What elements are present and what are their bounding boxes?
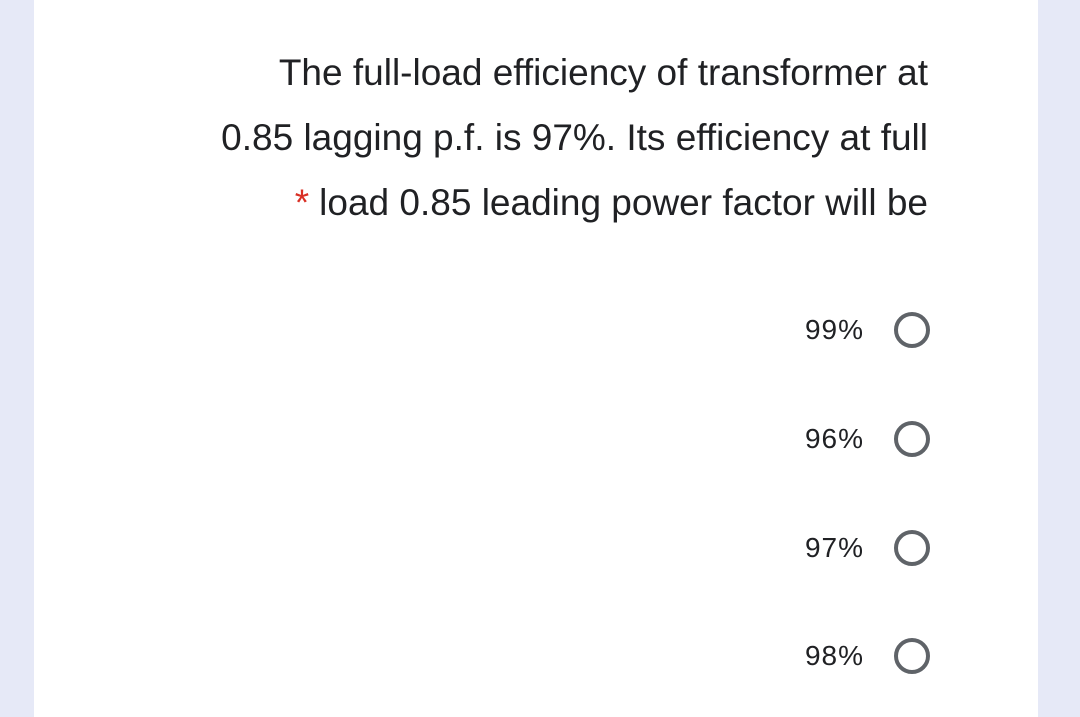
option-98-percent[interactable]: 98% [805, 634, 930, 678]
option-label: 97% [804, 532, 864, 563]
radio-unchecked-icon[interactable] [894, 638, 930, 674]
question-line-3: * load 0.85 leading power factor will be [28, 170, 928, 235]
option-96-percent[interactable]: 96% [805, 417, 930, 461]
question-line-1: The full-load efficiency of transformer … [278, 52, 928, 93]
radio-unchecked-icon[interactable] [894, 312, 930, 348]
option-label: 96% [804, 423, 864, 454]
option-label: 98% [804, 640, 864, 671]
option-label: 99% [804, 314, 864, 345]
option-97-percent[interactable]: 97% [805, 526, 930, 570]
question-text: The full-load efficiency of transformer … [28, 40, 928, 235]
question-card: The full-load efficiency of transformer … [34, 0, 1038, 717]
radio-unchecked-icon[interactable] [894, 421, 930, 457]
radio-unchecked-icon[interactable] [894, 530, 930, 566]
required-asterisk: * [294, 182, 310, 223]
question-line-3-text: load 0.85 leading power factor will be [319, 182, 928, 223]
option-99-percent[interactable]: 99% [805, 308, 930, 352]
question-line-2: 0.85 lagging p.f. is 97%. Its efficiency… [221, 117, 928, 158]
